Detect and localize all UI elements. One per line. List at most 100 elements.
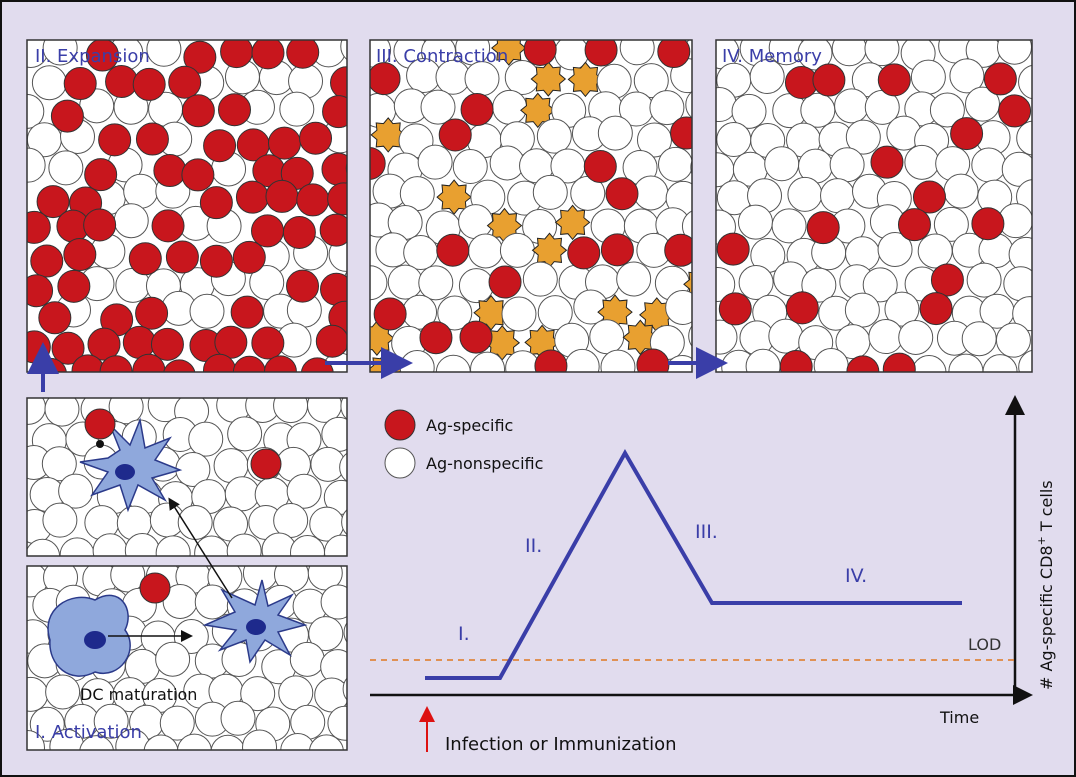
ag-specific-cell xyxy=(460,321,492,353)
ag-nonspecific-cell xyxy=(523,262,557,296)
ag-specific-cell xyxy=(813,64,845,96)
ag-nonspecific-cell xyxy=(967,263,1001,297)
ag-specific-cell xyxy=(31,245,63,277)
cell-group xyxy=(353,31,725,390)
ag-nonspecific-cell xyxy=(830,148,864,182)
ag-nonspecific-cell xyxy=(279,676,313,710)
ag-nonspecific-cell xyxy=(944,174,978,208)
ag-specific-cell xyxy=(136,123,168,155)
ag-nonspecific-cell xyxy=(911,60,945,94)
ag-nonspecific-cell xyxy=(739,265,773,299)
x-axis-label: Time xyxy=(939,708,979,727)
panel-title: II. Expansion xyxy=(35,46,150,67)
panel-title: III. Contraction xyxy=(376,46,508,67)
ag-specific-cell xyxy=(99,124,131,156)
legend-swatch xyxy=(385,410,415,440)
ag-nonspecific-cell xyxy=(124,174,158,208)
ag-specific-cell xyxy=(200,245,232,277)
ag-specific-cell xyxy=(437,234,469,266)
ag-specific-cell xyxy=(268,127,300,159)
apoptotic-cell xyxy=(531,62,565,96)
panel-title: IV. Memory xyxy=(722,46,822,67)
ag-specific-cell xyxy=(287,36,319,68)
ag-specific-cell xyxy=(64,68,96,100)
ag-nonspecific-cell xyxy=(905,145,939,179)
ag-specific-cell xyxy=(182,95,214,127)
ag-nonspecific-cell xyxy=(788,177,822,211)
ag-nonspecific-cell xyxy=(590,320,624,354)
ag-nonspecific-cell xyxy=(290,642,324,676)
ag-specific-cell xyxy=(374,298,406,330)
ag-specific-cell xyxy=(287,270,319,302)
ag-nonspecific-cell xyxy=(769,319,803,353)
ag-specific-cell xyxy=(252,327,284,359)
ag-specific-cell xyxy=(182,159,214,191)
ag-nonspecific-cell xyxy=(43,503,77,537)
ag-specific-cell xyxy=(300,122,332,154)
ag-nonspecific-cell xyxy=(574,290,608,324)
ag-specific-cell xyxy=(368,63,400,95)
ag-nonspecific-cell xyxy=(533,175,567,209)
legend-label: Ag-nonspecific xyxy=(426,454,543,473)
caption: DC maturation xyxy=(80,685,197,704)
cell-group xyxy=(700,29,1053,389)
ag-nonspecific-cell xyxy=(195,585,229,619)
nucleus xyxy=(246,619,266,635)
ag-nonspecific-cell xyxy=(801,93,835,127)
ag-nonspecific-cell xyxy=(228,417,262,451)
ag-specific-cell xyxy=(316,325,348,357)
ag-specific-cell xyxy=(601,234,633,266)
ag-specific-cell xyxy=(219,94,251,126)
ag-nonspecific-cell xyxy=(717,123,751,157)
ag-nonspecific-cell xyxy=(114,204,148,238)
ag-specific-cell xyxy=(489,266,521,298)
legend-swatch xyxy=(385,448,415,478)
ag-nonspecific-cell xyxy=(765,147,799,181)
ag-specific-cell xyxy=(871,146,903,178)
y-axis-text: # Ag-specific CD8 xyxy=(1037,545,1056,690)
ag-specific-cell xyxy=(233,241,265,273)
ag-nonspecific-cell xyxy=(189,422,223,456)
ag-specific-cell xyxy=(200,187,232,219)
phase-label: III. xyxy=(695,521,718,543)
event-label: Infection or Immunization xyxy=(445,734,677,755)
ag-specific-cell xyxy=(136,297,168,329)
ag-specific-cell xyxy=(152,210,184,242)
ag-specific-cell xyxy=(64,239,96,271)
ag-specific-cell xyxy=(807,212,839,244)
ag-specific-cell xyxy=(252,215,284,247)
figure: II. Expansion III. Contraction IV. Memor… xyxy=(0,0,1076,777)
ag-specific-cell xyxy=(972,208,1004,240)
ag-specific-cell xyxy=(920,293,952,325)
y-axis-label: # Ag-specific CD8+ T cells xyxy=(1035,480,1056,690)
ag-specific-cell xyxy=(420,322,452,354)
phase-label: I. xyxy=(458,623,470,645)
ag-specific-cell xyxy=(154,155,186,187)
ag-nonspecific-cell xyxy=(453,150,487,184)
ag-nonspecific-cell xyxy=(418,145,452,179)
legend-label: Ag-specific xyxy=(426,416,513,435)
ag-specific-cell xyxy=(913,181,945,213)
ag-specific-cell xyxy=(584,151,616,183)
ag-specific-cell xyxy=(439,119,471,151)
ag-specific-cell xyxy=(215,326,247,358)
ag-specific-cell xyxy=(140,573,170,603)
ag-nonspecific-cell xyxy=(459,205,493,239)
ag-nonspecific-cell xyxy=(388,265,422,299)
ag-nonspecific-cell xyxy=(178,505,212,539)
ag-nonspecific-cell xyxy=(658,147,692,181)
ag-nonspecific-cell xyxy=(772,209,806,243)
y-axis-superscript: + xyxy=(1035,536,1048,545)
ag-specific-cell xyxy=(283,216,315,248)
ag-specific-cell xyxy=(984,63,1016,95)
ag-nonspecific-cell xyxy=(598,116,632,150)
ag-nonspecific-cell xyxy=(821,179,855,213)
ag-nonspecific-cell xyxy=(404,236,438,270)
panel-title: I. Activation xyxy=(35,722,142,743)
ag-specific-cell xyxy=(878,64,910,96)
ag-specific-cell xyxy=(166,241,198,273)
ag-nonspecific-cell xyxy=(972,148,1006,182)
ag-nonspecific-cell xyxy=(500,233,534,267)
ag-nonspecific-cell xyxy=(274,503,308,537)
ag-specific-cell xyxy=(297,184,329,216)
